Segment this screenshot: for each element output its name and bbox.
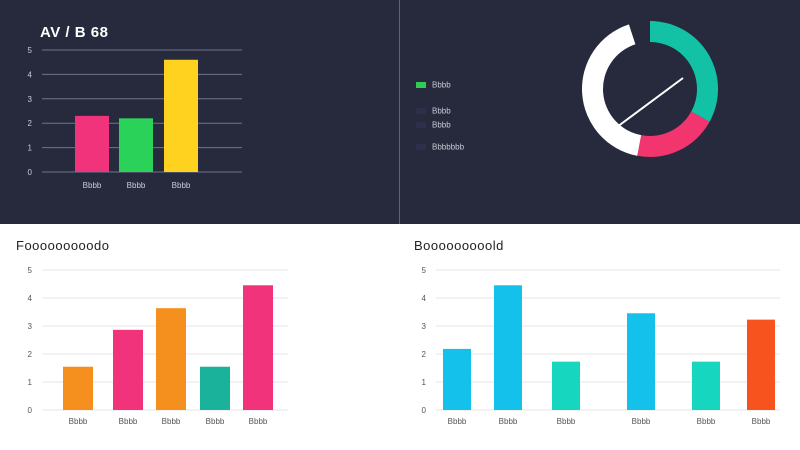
donut-slice	[637, 111, 710, 157]
y-tick-label: 1	[28, 378, 33, 387]
bar	[156, 308, 186, 410]
y-tick-label: 3	[422, 322, 427, 331]
x-tick-label: Bbbb	[69, 417, 88, 426]
y-tick-label: 0	[28, 168, 33, 177]
bottom-left-chart-panel: Fooooooooodo 5 4 3 2 1 0 Bbbb Bbbb Bbbb Bbbb Bbbb	[0, 224, 400, 450]
y-tick-label: 3	[28, 95, 33, 104]
legend-swatch	[416, 121, 426, 128]
y-tick-label: 3	[28, 322, 33, 331]
x-tick-label: Bbbb	[697, 417, 716, 426]
x-tick-label: Bbbb	[127, 181, 146, 190]
top-left-bar-chart: 5 4 3 2 1 0 Bbbb Bbbb Bbbb	[28, 46, 242, 190]
y-tick-label: 0	[28, 406, 33, 415]
x-tick-label: Bbbb	[206, 417, 225, 426]
bar	[63, 366, 93, 410]
legend-swatch	[416, 107, 426, 114]
y-tick-label: 5	[28, 46, 33, 55]
top-right-chart-panel: Bbbb Bbbb Bbbb Bbbbbbb	[400, 0, 800, 224]
y-tick-label: 4	[28, 294, 33, 303]
donut-chart	[582, 21, 718, 157]
y-tick-label: 1	[28, 144, 33, 153]
y-tick-label: 4	[422, 294, 427, 303]
x-tick-label: Bbbb	[752, 417, 771, 426]
donut-slice	[628, 21, 650, 45]
legend-swatch	[416, 143, 426, 150]
donut-pointer	[616, 77, 684, 128]
y-tick-label: 1	[422, 378, 427, 387]
bar	[747, 319, 775, 410]
top-left-chart-panel: AV / B 68 5 4 3 2 1 0 Bbbb Bbbb Bbbb	[0, 0, 399, 224]
y-tick-label: 5	[422, 266, 427, 275]
donut-slice	[582, 24, 642, 156]
y-tick-label: 2	[28, 119, 33, 128]
bottom-right-bar-chart: 5 4 3 2 1 0 Bbbb Bbbb Bbbb Bbbb Bbbb Bbbb	[422, 266, 780, 426]
x-tick-label: Bbbb	[448, 417, 467, 426]
x-tick-label: Bbbb	[499, 417, 518, 426]
bar	[164, 59, 198, 173]
x-tick-label: Bbbb	[249, 417, 268, 426]
legend-label: Bbbb	[432, 80, 451, 90]
legend-label: Bbbbbbb	[432, 142, 465, 152]
top-left-chart-title: AV / B 68	[40, 24, 109, 41]
x-tick-label: Bbbb	[162, 417, 181, 426]
bottom-right-chart-panel: Booooooooold 5 4 3 2 1 0 Bbbb Bbbb Bbbb Bbbb Bbbb B…	[400, 224, 800, 450]
bar	[113, 329, 143, 410]
legend-item: Bbbb	[416, 106, 451, 118]
legend-item: Bbbb	[416, 120, 451, 132]
bar	[692, 361, 720, 410]
bottom-left-bar-chart: 5 4 3 2 1 0 Bbbb Bbbb Bbbb Bbbb Bbbb	[28, 266, 288, 426]
panel-divider	[399, 0, 400, 224]
bar	[443, 348, 471, 410]
bottom-right-chart-title: Booooooooold	[414, 238, 504, 253]
x-tick-label: Bbbb	[557, 417, 576, 426]
y-tick-label: 5	[28, 266, 33, 275]
y-tick-label: 2	[422, 350, 427, 359]
legend-item: Bbbb	[416, 80, 451, 92]
bar	[494, 285, 522, 410]
bar	[627, 313, 655, 410]
legend-item: Bbbbbbb	[416, 142, 464, 154]
y-tick-label: 0	[422, 406, 427, 415]
bar	[552, 361, 580, 410]
x-tick-label: Bbbb	[119, 417, 138, 426]
legend-label: Bbbb	[432, 106, 451, 116]
legend-swatch	[416, 81, 426, 88]
bar	[200, 366, 230, 410]
bottom-left-chart-title: Fooooooooodo	[16, 238, 110, 253]
bar	[119, 118, 153, 172]
bar	[243, 285, 273, 410]
donut-slice	[650, 21, 718, 122]
x-tick-label: Bbbb	[632, 417, 651, 426]
y-tick-label: 4	[28, 70, 33, 79]
x-tick-label: Bbbb	[83, 181, 102, 190]
legend-label: Bbbb	[432, 120, 451, 130]
x-tick-label: Bbbb	[172, 181, 191, 190]
y-tick-label: 2	[28, 350, 33, 359]
bar	[75, 115, 109, 172]
